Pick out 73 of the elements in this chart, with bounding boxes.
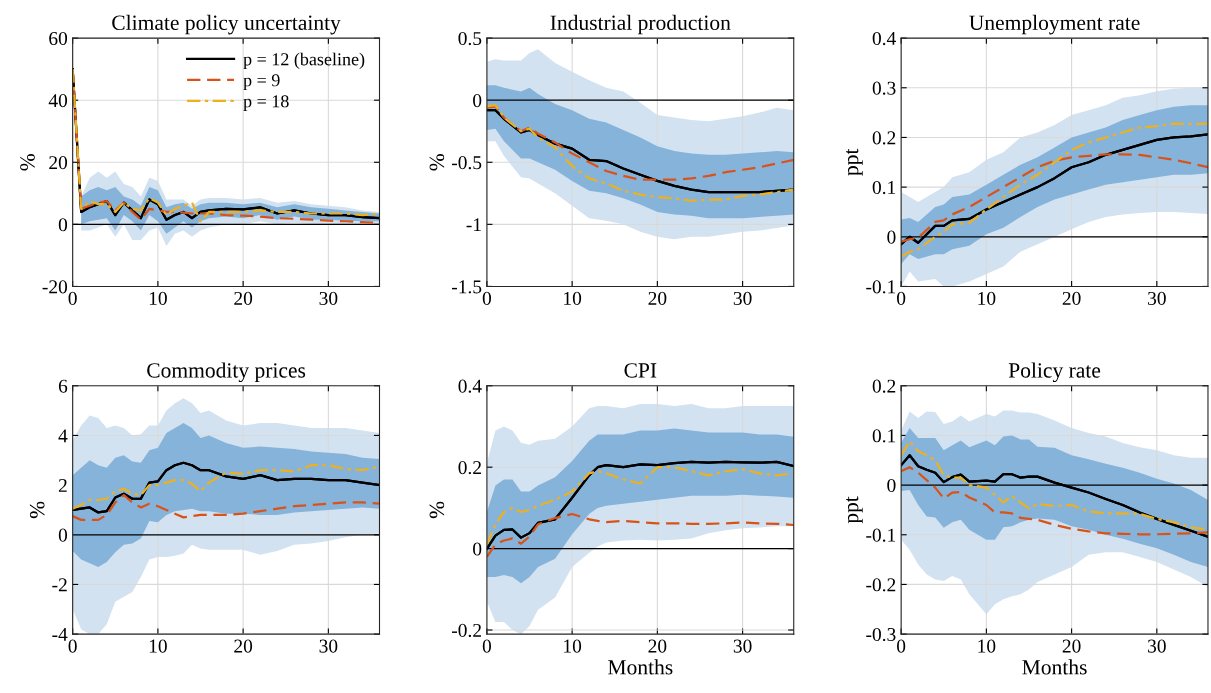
x-tick-label: 20: [234, 291, 253, 305]
y-tick-label: -1: [466, 218, 481, 232]
x-tick-label: 10: [564, 639, 582, 653]
y-tick-label: -20: [42, 280, 68, 294]
x-tick-label: 30: [733, 639, 752, 653]
y-tick-label: -4: [52, 628, 68, 641]
legend-label: p = 9: [243, 74, 280, 91]
x-axis-title: Months: [608, 659, 673, 675]
x-tick-label: 20: [648, 291, 667, 305]
x-tick-label: 30: [733, 291, 752, 305]
chart-title: Industrial production: [550, 14, 731, 35]
y-tick-label: -0.1: [866, 280, 896, 294]
x-tick-label: 10: [149, 291, 167, 305]
y-tick-label: -0.2: [866, 578, 896, 592]
y-tick-label: 4: [58, 429, 68, 443]
y-tick-label: 0: [58, 218, 68, 232]
y-tick-label: 0: [473, 94, 482, 108]
y-tick-label: 0: [887, 478, 896, 493]
chart-title: Commodity prices: [147, 362, 306, 383]
y-tick-label: -0.1: [866, 528, 896, 542]
x-tick-label: 20: [1062, 639, 1081, 653]
y-tick-label: -0.5: [451, 156, 482, 170]
x-tick-label: 20: [234, 639, 253, 653]
y-axis-title: %: [429, 154, 445, 171]
chart-title: Policy rate: [1008, 362, 1101, 383]
x-tick-label: 30: [1148, 639, 1166, 653]
x-tick-label: 30: [1148, 291, 1166, 305]
y-tick-label: 2: [58, 478, 67, 492]
y-axis-title: %: [429, 501, 445, 519]
y-tick-label: 0.1: [872, 429, 896, 443]
y-tick-label: 6: [58, 379, 68, 393]
x-tick-label: 0: [68, 291, 77, 305]
x-tick-label: 0: [897, 291, 906, 305]
y-axis-title: ppt: [846, 148, 863, 176]
x-tick-label: 10: [149, 639, 167, 653]
y-tick-label: 40: [48, 94, 68, 108]
y-tick-label: 60: [49, 31, 68, 46]
y-tick-label: 0.3: [872, 81, 896, 95]
y-axis-title: ppt: [846, 496, 863, 524]
y-tick-label: 0: [887, 230, 896, 244]
x-tick-label: 10: [978, 291, 996, 305]
y-tick-label: 0.1: [872, 180, 896, 195]
y-tick-label: 0: [58, 528, 68, 542]
y-tick-label: -1.5: [451, 280, 482, 294]
x-tick-label: 20: [648, 639, 667, 653]
x-tick-label: 20: [1062, 291, 1081, 305]
y-tick-label: -0.2: [451, 623, 481, 638]
chart-title: Climate policy uncertainty: [112, 14, 341, 35]
y-axis-title: %: [20, 154, 35, 171]
y-tick-label: 0.2: [872, 379, 896, 393]
y-tick-label: 0.4: [458, 379, 482, 393]
y-tick-label: -0.3: [866, 627, 896, 642]
x-tick-label: 0: [897, 639, 906, 653]
legend-label: p = 18: [243, 95, 289, 112]
x-axis-title: Months: [1022, 659, 1087, 675]
x-tick-label: 0: [482, 291, 492, 305]
chart-title: CPI: [624, 363, 657, 378]
x-tick-label: 0: [482, 639, 492, 653]
x-tick-label: 30: [319, 639, 338, 653]
y-tick-label: 0: [473, 542, 482, 556]
y-tick-label: 0.5: [458, 31, 482, 46]
x-tick-label: 10: [978, 639, 996, 653]
x-tick-label: 30: [319, 291, 338, 305]
y-tick-label: 0.2: [872, 131, 896, 145]
legend-label: p = 12 (baseline): [243, 52, 365, 70]
y-tick-label: -2: [52, 578, 67, 592]
chart-title: Unemployment rate: [969, 14, 1140, 35]
y-tick-label: 0.4: [872, 31, 896, 46]
y-tick-label: 20: [49, 156, 68, 170]
y-axis-title: %: [29, 501, 45, 519]
y-tick-label: 0.2: [458, 461, 481, 475]
x-tick-label: 10: [564, 291, 582, 305]
x-tick-label: 0: [68, 639, 77, 653]
